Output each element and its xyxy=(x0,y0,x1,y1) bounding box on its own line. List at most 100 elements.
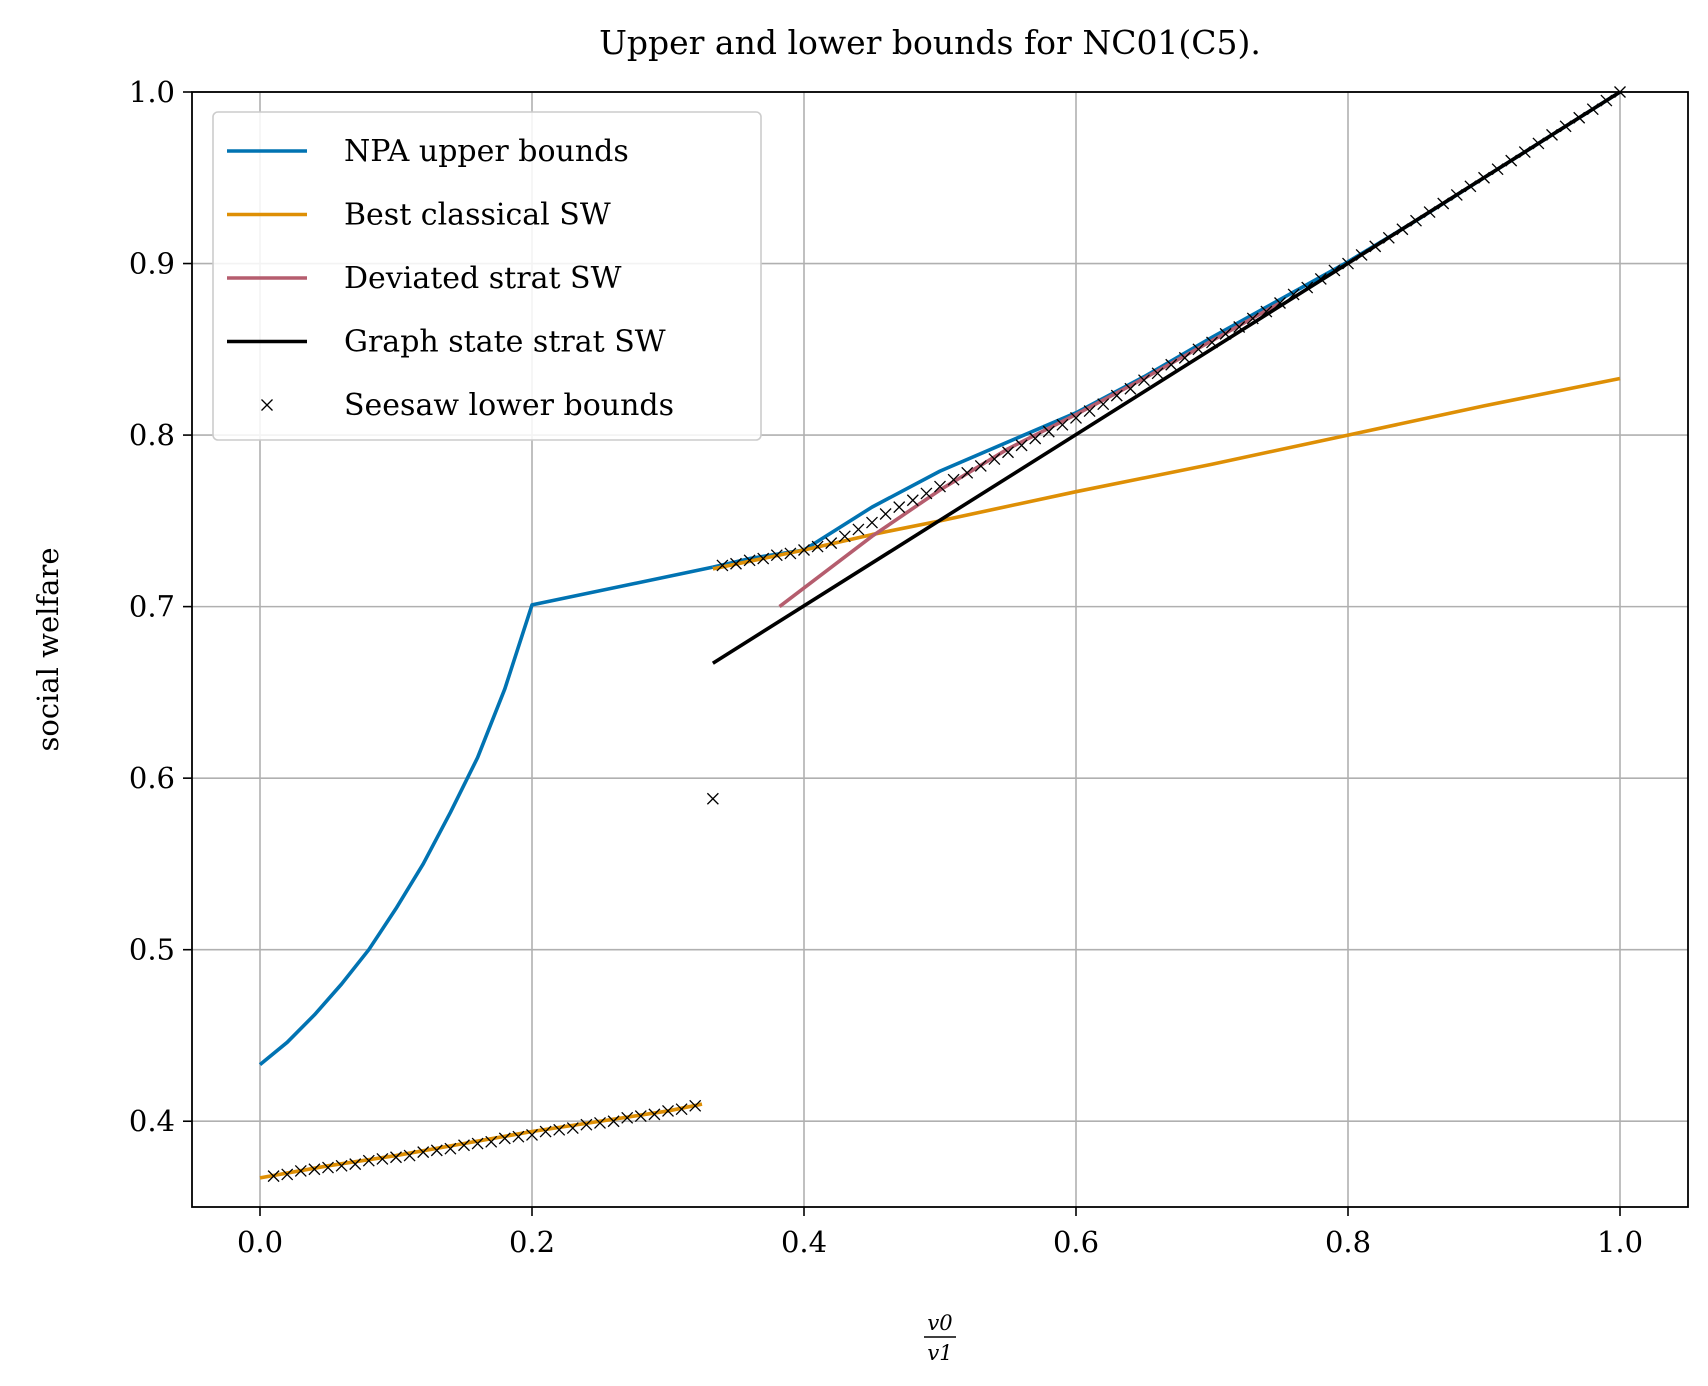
seesaw-point xyxy=(974,459,987,472)
x-axis-label-denominator: v1 xyxy=(927,1341,952,1365)
seesaw-point xyxy=(1369,240,1382,253)
seesaw-point xyxy=(1478,171,1490,184)
legend-label-npa-upper-bounds: NPA upper bounds xyxy=(344,134,629,169)
legend-box xyxy=(212,111,762,441)
seesaw-point xyxy=(920,487,933,500)
seesaw-point xyxy=(1138,374,1150,387)
y-tick-label: 1.0 xyxy=(129,75,175,109)
seesaw-point xyxy=(308,1163,321,1176)
seesaw-point xyxy=(1559,120,1572,133)
seesaw-point xyxy=(1464,180,1477,193)
seesaw-point xyxy=(1274,297,1286,309)
plot-area-frame xyxy=(191,91,1689,1208)
seesaw-point xyxy=(784,547,797,560)
y-tick-label: 0.8 xyxy=(129,418,175,452)
seesaw-point xyxy=(498,1132,511,1145)
seesaw-point xyxy=(716,559,729,572)
seesaw-point xyxy=(757,552,770,565)
seesaw-point xyxy=(1233,321,1246,333)
seesaw-point xyxy=(706,792,719,805)
seesaw-point xyxy=(1165,358,1178,371)
seesaw-point xyxy=(1083,405,1096,418)
seesaw-point xyxy=(825,537,838,550)
seesaw-point xyxy=(403,1149,416,1162)
seesaw-point xyxy=(322,1161,334,1174)
axis-ticks: 0.0 0.2 0.4 0.6 0.8 1.0 0.4 0.5 0.6 0.7 0.8 0.9 1.0 xyxy=(129,75,1643,1259)
seesaw-point xyxy=(743,554,756,567)
seesaw-point xyxy=(485,1135,498,1148)
seesaw-point xyxy=(281,1168,294,1181)
y-tick-label: 0.5 xyxy=(129,933,175,967)
seesaw-point xyxy=(1573,111,1586,124)
chart-title: Upper and lower bounds for NC01(C5). xyxy=(599,23,1261,62)
y-tick-label: 0.9 xyxy=(129,247,175,281)
seesaw-point xyxy=(335,1159,348,1172)
seesaw-point xyxy=(1437,197,1450,210)
seesaw-point xyxy=(1410,214,1422,227)
seesaw-point xyxy=(267,1170,280,1183)
seesaw-point xyxy=(906,494,919,507)
seesaw-point xyxy=(417,1146,430,1159)
seesaw-point xyxy=(1586,103,1599,116)
y-tick-label: 0.6 xyxy=(129,761,175,795)
seesaw-point xyxy=(1423,206,1436,219)
seesaw-point xyxy=(1029,432,1042,445)
seesaw-point xyxy=(1532,137,1545,150)
seesaw-point xyxy=(294,1165,307,1177)
seesaw-point xyxy=(811,540,824,553)
seesaw-point xyxy=(1314,273,1327,285)
seesaw-point xyxy=(1056,418,1069,431)
seesaw-point xyxy=(539,1125,552,1138)
legend-label-deviated-strat-sw: Deviated strat SW xyxy=(344,261,622,296)
legend-label-graph-state-strat-sw: Graph state strat SW xyxy=(344,325,666,360)
seesaw-point xyxy=(1070,411,1082,424)
seesaw-point xyxy=(852,523,865,536)
seesaw-point xyxy=(1002,446,1014,459)
seesaw-point xyxy=(580,1118,593,1131)
seesaw-point xyxy=(1206,336,1218,349)
seesaw-point xyxy=(1192,343,1205,356)
seesaw-point xyxy=(512,1130,525,1143)
seesaw-point xyxy=(1546,128,1558,141)
x-tick-label: 0.8 xyxy=(1325,1225,1371,1259)
seesaw-point xyxy=(988,453,1001,466)
seesaw-point xyxy=(1015,439,1028,452)
seesaw-point xyxy=(526,1128,538,1141)
seesaw-point xyxy=(1151,367,1164,380)
seesaw-point xyxy=(1287,288,1300,301)
seesaw-point xyxy=(947,473,960,486)
seesaw-point xyxy=(1246,312,1259,325)
seesaw-point xyxy=(770,549,783,562)
legend-items: NPA upper bounds Best classical SW Deviate… xyxy=(227,134,674,423)
seesaw-point xyxy=(1260,305,1273,318)
seesaw-point xyxy=(634,1110,647,1123)
series-line-npa-upper-bounds xyxy=(258,565,714,1067)
seesaw-point xyxy=(879,508,892,520)
seesaw-point xyxy=(566,1122,579,1135)
seesaw-point xyxy=(689,1099,702,1112)
seesaw-point xyxy=(798,544,810,556)
seesaw-point xyxy=(430,1144,443,1157)
y-tick-label: 0.4 xyxy=(129,1104,175,1138)
seesaw-point xyxy=(471,1137,484,1150)
seesaw-point xyxy=(444,1142,457,1155)
y-tick-label: 0.7 xyxy=(129,590,175,624)
seesaw-point xyxy=(1110,389,1123,402)
seesaw-point xyxy=(1600,94,1613,107)
seesaw-point xyxy=(866,516,878,529)
x-tick-label: 0.6 xyxy=(1053,1225,1099,1259)
x-tick-label: 1.0 xyxy=(1597,1225,1643,1259)
seesaw-point xyxy=(1396,223,1409,236)
seesaw-point xyxy=(1097,398,1110,411)
seesaw-point xyxy=(893,501,906,514)
seesaw-point xyxy=(934,480,946,493)
seesaw-point xyxy=(607,1115,620,1128)
legend-label-best-classical-sw: Best classical SW xyxy=(344,198,611,233)
seesaw-point xyxy=(1491,163,1504,176)
seesaw-point xyxy=(1219,327,1232,340)
seesaw-point xyxy=(675,1103,688,1116)
seesaw-point xyxy=(1518,146,1531,158)
seesaw-point xyxy=(1124,382,1137,395)
seesaw-point xyxy=(362,1154,375,1167)
